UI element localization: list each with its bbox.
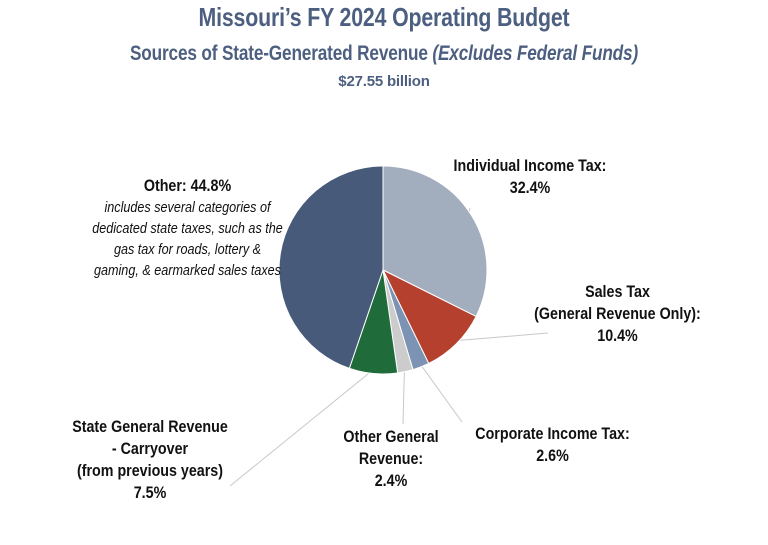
label-corporate-income-tax-name: Corporate Income Tax:	[475, 424, 630, 443]
pie-slices	[278, 165, 488, 375]
chart-title: Missouri’s FY 2024 Operating Budget	[198, 2, 570, 32]
label-individual-income-tax: Individual Income Tax: 32.4%	[438, 155, 623, 199]
pie-slice-individual-income-tax	[382, 165, 488, 318]
label-carryover-value: 7.5%	[133, 483, 167, 502]
label-other-note-1: includes several categories of	[104, 199, 271, 216]
chart-subtitle: Sources of State-Generated Revenue (Excl…	[69, 42, 699, 66]
label-individual-income-tax-value: 32.4%	[509, 178, 551, 197]
label-sales-tax-qualifier: (General Revenue Only):	[534, 304, 701, 323]
label-other-general-revenue-name-2: Revenue:	[358, 449, 424, 468]
label-carryover-name: State General Revenue	[72, 417, 228, 436]
leader-line-other-general-revenue	[402, 367, 405, 425]
leader-line-corporate-income-tax	[419, 362, 463, 423]
label-other-general-revenue: Other General Revenue: 2.4%	[328, 426, 454, 492]
label-individual-income-tax-name: Individual Income Tax:	[453, 156, 607, 175]
chart-total: $27.55 billion	[338, 73, 430, 90]
label-other-general-revenue-name: Other General	[343, 427, 439, 446]
label-other: Other: 44.8% includes several categories…	[76, 175, 299, 281]
label-sales-tax: Sales Tax (General Revenue Only): 10.4%	[523, 281, 712, 347]
label-carryover: State General Revenue - Carryover (from …	[62, 416, 238, 504]
label-other-note-4: gaming, & earmarked sales taxes	[93, 262, 281, 279]
chart-subtitle-main: Sources of State-Generated Revenue	[129, 42, 433, 65]
label-corporate-income-tax-value: 2.6%	[536, 446, 569, 465]
label-other-note-3: gas tax for roads, lottery &	[113, 241, 262, 258]
label-corporate-income-tax: Corporate Income Tax: 2.6%	[462, 423, 643, 467]
leader-line-sales-tax	[453, 332, 549, 342]
label-carryover-name-2: - Carryover	[111, 439, 189, 458]
leader-lines	[229, 207, 549, 487]
label-other-name-value: Other: 44.8%	[143, 176, 232, 195]
label-sales-tax-value: 10.4%	[597, 326, 638, 345]
label-sales-tax-name: Sales Tax	[585, 282, 650, 301]
label-other-note-2: dedicated state taxes, such as the	[92, 220, 283, 237]
pie-slice-other	[278, 165, 384, 370]
label-other-general-revenue-value: 2.4%	[374, 471, 408, 490]
leader-line-carryover	[229, 369, 374, 487]
chart-subtitle-italic: (Excludes Federal Funds)	[432, 42, 639, 65]
label-carryover-qualifier: (from previous years)	[76, 461, 224, 480]
